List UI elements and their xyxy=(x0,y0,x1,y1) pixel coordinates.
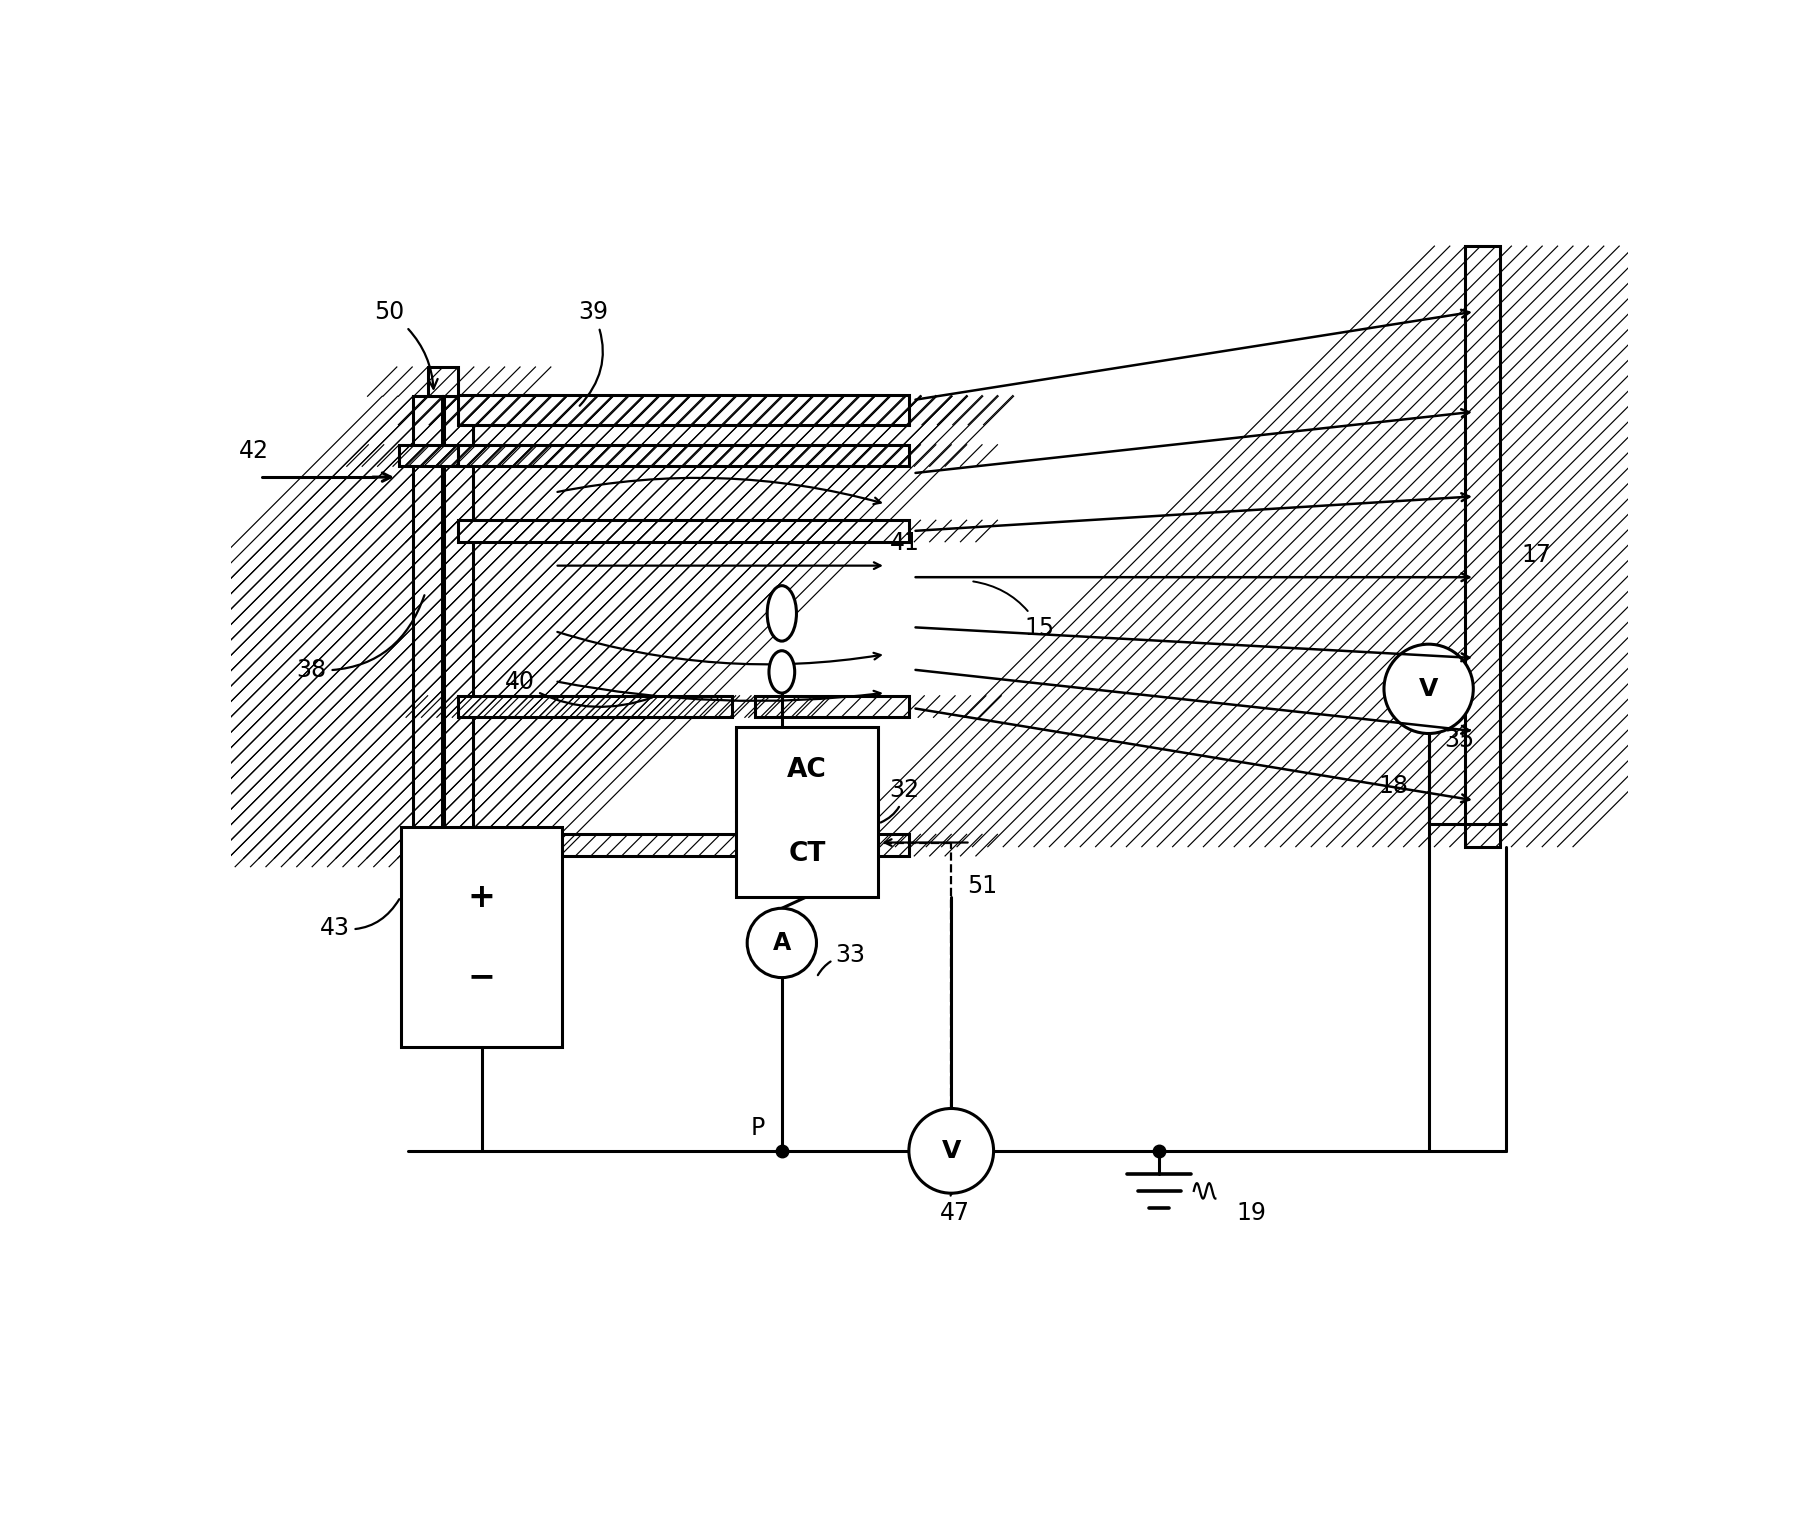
FancyArrowPatch shape xyxy=(916,709,1469,802)
Text: CT: CT xyxy=(787,842,825,868)
FancyArrowPatch shape xyxy=(916,573,1469,582)
Bar xyxy=(1466,246,1500,847)
FancyArrowPatch shape xyxy=(916,671,1469,733)
Text: −: − xyxy=(468,960,495,994)
Text: 19: 19 xyxy=(1235,1202,1266,1225)
Text: 43: 43 xyxy=(319,899,399,940)
Text: 42: 42 xyxy=(239,439,268,462)
FancyArrowPatch shape xyxy=(916,493,1469,531)
Text: 47: 47 xyxy=(940,1193,970,1225)
FancyArrowPatch shape xyxy=(885,839,967,845)
Text: 15: 15 xyxy=(974,582,1054,640)
FancyArrowPatch shape xyxy=(916,628,1469,661)
Circle shape xyxy=(909,1108,994,1193)
Text: 38: 38 xyxy=(297,596,424,683)
Text: 18: 18 xyxy=(1379,773,1409,798)
Text: A: A xyxy=(773,931,791,955)
FancyArrowPatch shape xyxy=(916,409,1469,473)
Bar xyxy=(444,397,473,867)
Text: P: P xyxy=(751,1116,766,1141)
Bar xyxy=(399,444,459,467)
Text: 50: 50 xyxy=(374,300,437,389)
FancyArrowPatch shape xyxy=(557,478,882,504)
Bar xyxy=(736,727,878,897)
Text: 33: 33 xyxy=(818,943,865,975)
Text: V: V xyxy=(941,1139,961,1164)
Bar xyxy=(414,397,443,859)
Text: 39: 39 xyxy=(579,300,608,406)
FancyArrowPatch shape xyxy=(916,309,1469,400)
Text: AC: AC xyxy=(787,756,827,782)
Ellipse shape xyxy=(769,651,795,694)
FancyArrowPatch shape xyxy=(557,632,880,664)
Circle shape xyxy=(747,908,816,978)
Bar xyxy=(459,834,909,856)
Bar xyxy=(755,695,909,718)
Text: 51: 51 xyxy=(967,874,996,897)
Bar xyxy=(401,827,562,1047)
FancyArrowPatch shape xyxy=(372,473,390,481)
Text: 35: 35 xyxy=(1444,727,1475,752)
Ellipse shape xyxy=(767,586,796,641)
Circle shape xyxy=(1384,645,1473,733)
FancyArrowPatch shape xyxy=(557,681,880,701)
Text: 17: 17 xyxy=(1520,544,1551,566)
Text: V: V xyxy=(1419,677,1439,701)
Text: 40: 40 xyxy=(504,671,653,707)
Bar xyxy=(459,695,731,718)
Bar xyxy=(459,521,909,542)
Text: 41: 41 xyxy=(889,531,920,556)
Text: +: + xyxy=(468,882,495,914)
Text: 32: 32 xyxy=(880,778,920,822)
Bar xyxy=(459,395,909,424)
FancyArrowPatch shape xyxy=(557,562,880,570)
Bar xyxy=(428,367,459,397)
Text: 16A: 16A xyxy=(796,739,844,762)
Bar xyxy=(459,444,909,467)
